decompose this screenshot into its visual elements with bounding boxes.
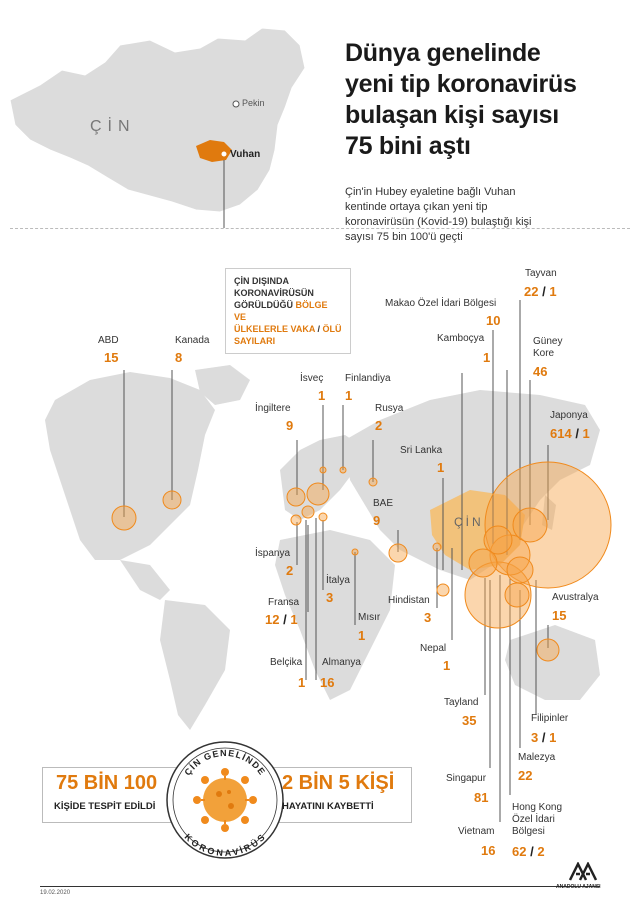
legend-box: ÇİN DIŞINDA KORONAVİRÜSÜN GÖRÜLDÜĞÜ BÖLG… [225, 268, 351, 354]
hubey-province [196, 140, 232, 162]
label-japonya: Japonya [550, 410, 588, 421]
value-rusya: 2 [375, 418, 383, 433]
value-singapur: 81 [474, 790, 489, 805]
world-china-label: ÇİN [454, 515, 484, 529]
value-misir: 1 [358, 628, 366, 643]
label-ispanya: İspanya [255, 548, 291, 559]
pekin-dot [232, 100, 240, 108]
china-country-label: ÇİN [90, 118, 136, 135]
virus-emblem: ÇİN GENELİNDE KORONAVİRÜS [166, 741, 284, 859]
value-italya: 3 [326, 590, 334, 605]
china-landmass-world [430, 490, 525, 570]
label-kambocya: Kamboçya [437, 333, 485, 344]
value-filipinler: 3 / 1 [531, 730, 557, 745]
value-nepal: 1 [443, 658, 451, 673]
label-ingiltere: İngiltere [255, 403, 291, 414]
australia-landmass [505, 625, 600, 700]
label-hongkong: Hong Kong Özel İdari Bölgesi [512, 802, 563, 837]
label-malezya: Malezya [518, 752, 556, 763]
value-hongkong: 62 / 2 [512, 844, 545, 859]
value-tayvan: 22 / 1 [524, 284, 557, 299]
agency-logo [568, 861, 598, 882]
label-abd: ABD [98, 335, 119, 346]
greenland-landmass [195, 365, 250, 405]
label-kanada: Kanada [175, 335, 210, 346]
value-malezya: 22 [518, 768, 533, 783]
label-rusya: Rusya [375, 403, 404, 414]
china-inset-map [9, 27, 306, 228]
north-america-landmass [45, 372, 215, 560]
china-landmass [9, 27, 306, 213]
outbreak-circles [111, 461, 612, 662]
vuhan-label: Vuhan [230, 149, 261, 160]
divider [10, 228, 630, 229]
label-almanya: Almanya [322, 657, 361, 668]
cases-value: 75 BİN 100 [56, 772, 158, 794]
label-italya: İtalya [326, 575, 350, 586]
value-finlandiya: 1 [345, 388, 353, 403]
label-belcika: Belçika [270, 657, 303, 668]
label-isvec: İsveç [300, 373, 324, 384]
label-nepal: Nepal [420, 643, 447, 654]
label-singapur: Singapur [446, 773, 487, 784]
label-finlandiya: Finlandiya [345, 373, 391, 384]
europe-landmass [280, 435, 360, 520]
cases-box [42, 767, 186, 823]
label-tayvan: Tayvan [525, 268, 557, 279]
asia-landmass [345, 390, 600, 580]
virus-icon [193, 768, 257, 832]
value-japonya: 614 / 1 [550, 426, 590, 441]
label-srilanka: Sri Lanka [400, 445, 443, 456]
cases-label: KİŞİDE TESPİT EDİLDİ [54, 801, 156, 812]
value-almanya: 16 [320, 675, 335, 690]
label-avustralya: Avustralya [552, 592, 599, 603]
footer-line [40, 886, 600, 887]
africa-landmass [275, 530, 395, 700]
agency-name: ANADOLU AJANSI [556, 884, 601, 890]
label-bae: BAE [373, 498, 394, 509]
value-belcika: 1 [298, 675, 306, 690]
value-vietnam: 16 [481, 843, 496, 858]
value-srilanka: 1 [437, 460, 445, 475]
label-hindistan: Hindistan [388, 595, 430, 606]
south-america-landmass [160, 600, 230, 730]
central-america-landmass [120, 560, 170, 600]
deaths-value: 2 BİN 5 KİŞİ [282, 772, 395, 794]
value-hindistan: 3 [424, 610, 432, 625]
deaths-box [268, 767, 412, 823]
subtitle: Çin'in Hubey eyaletine bağlı Vuhan kenti… [345, 186, 532, 243]
value-kanada: 8 [175, 350, 183, 365]
label-tayland: Tayland [444, 697, 479, 708]
japan-landmass [542, 495, 556, 530]
date: 19.02.2020 [40, 890, 71, 896]
page-title: Dünya genelinde yeni tip koronavirüs bul… [345, 39, 577, 160]
value-fransa: 12 / 1 [265, 612, 298, 627]
value-ispanya: 2 [286, 563, 294, 578]
value-abd: 15 [104, 350, 119, 365]
deaths-label: HAYATINI KAYBETTİ [282, 801, 374, 812]
label-guneykore: Güney Kore [533, 336, 563, 359]
value-guneykore: 46 [533, 364, 548, 379]
label-misir: Mısır [358, 612, 381, 623]
label-vietnam: Vietnam [458, 826, 495, 837]
value-bae: 9 [373, 513, 381, 528]
value-avustralya: 15 [552, 608, 567, 623]
value-kambocya: 1 [483, 350, 491, 365]
connector-lines [123, 300, 549, 822]
pekin-label: Pekin [242, 98, 265, 108]
vuhan-dot [221, 151, 227, 157]
value-ingiltere: 9 [286, 418, 294, 433]
value-isvec: 1 [318, 388, 326, 403]
value-makao: 10 [486, 313, 501, 328]
label-makao: Makao Özel İdari Bölgesi [385, 298, 497, 309]
label-filipinler: Filipinler [531, 713, 569, 724]
label-fransa: Fransa [268, 597, 300, 608]
value-tayland: 35 [462, 713, 477, 728]
